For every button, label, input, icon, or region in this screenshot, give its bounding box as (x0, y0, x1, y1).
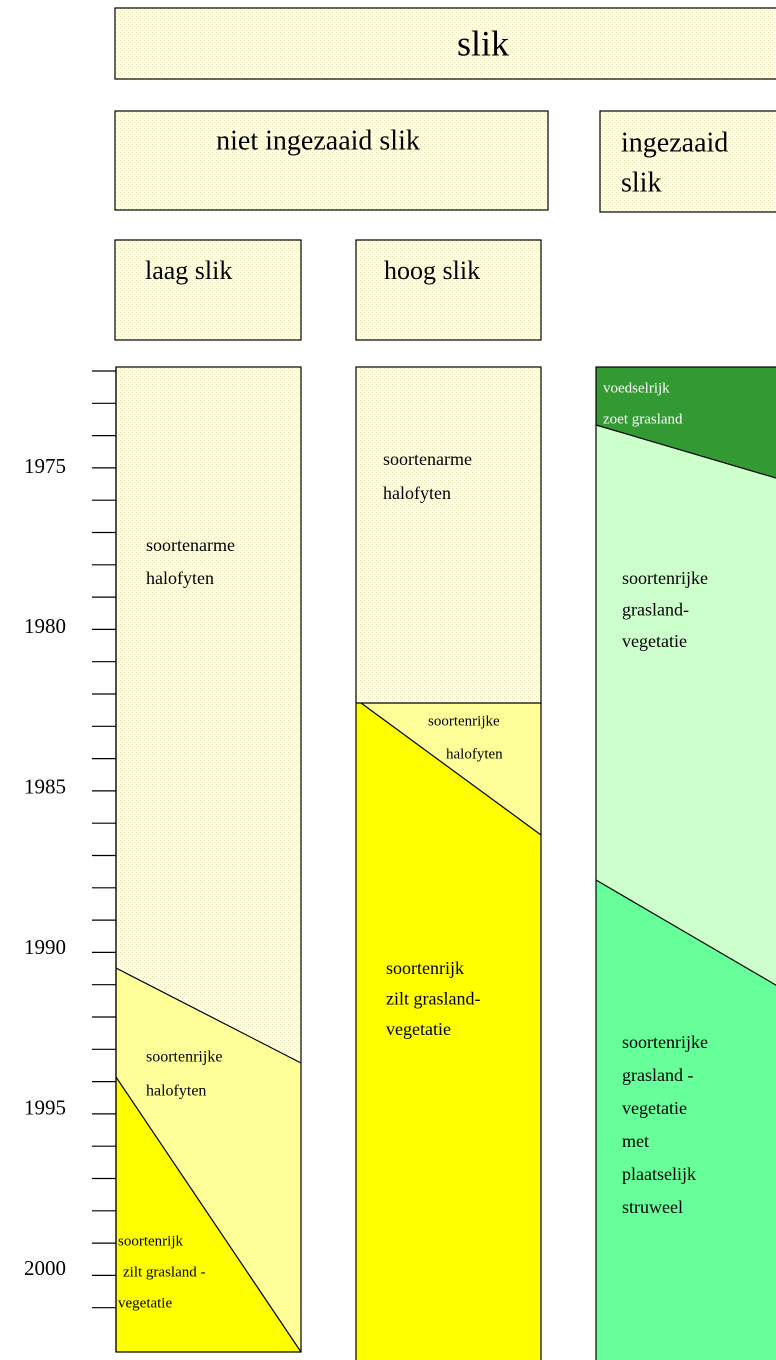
year-label: 1990 (24, 935, 66, 959)
boundary (595, 424, 776, 479)
year-label: 2000 (24, 1256, 66, 1280)
zone-label: zilt grasland- (386, 989, 480, 1009)
zone-label: vegetatie (386, 1019, 451, 1039)
title-box (114, 7, 776, 80)
zone-label: soortenrijke (622, 1032, 708, 1052)
zone-label: grasland- (622, 600, 689, 620)
group-label: slik (621, 167, 661, 198)
zone-label: vegetatie (118, 1295, 172, 1311)
zone-label: soortenrijk (386, 958, 464, 978)
zone-label: vegetatie (622, 1098, 687, 1118)
boundary (115, 1076, 302, 1353)
year-label: 1995 (24, 1095, 66, 1119)
zone (356, 703, 541, 1360)
boundary (595, 879, 776, 986)
zone-label: zoet grasland (603, 411, 683, 427)
zone-label: voedselrijk (603, 380, 670, 396)
zone-label: plaatselijk (622, 1164, 696, 1184)
group-box (599, 110, 776, 213)
zone-label: zilt grasland - (123, 1264, 205, 1280)
zone (596, 880, 776, 1360)
subgroup-label: laag slik (145, 256, 232, 285)
column-frame (355, 366, 542, 1360)
group-box (114, 110, 549, 211)
zone-label: struweel (622, 1197, 683, 1217)
boundary (360, 702, 542, 836)
labels: niet ingezaaid slik ingezaaid slik laag sli… (118, 125, 728, 1311)
zone-label: halofyten (383, 483, 451, 503)
year-label: 1980 (24, 614, 66, 638)
ticks: 1975 1980 1985 1990 1995 2000 (24, 370, 116, 1309)
year-label: 1985 (24, 775, 66, 799)
group-label: niet ingezaaid slik (216, 125, 420, 156)
zone-label: halofyten (146, 568, 214, 588)
group-label: ingezaaid (621, 127, 728, 158)
zone-label: soortenrijk (118, 1233, 183, 1249)
zone-label: soortenrijke (146, 1049, 222, 1066)
zone-label: vegetatie (622, 631, 687, 651)
column-frame (595, 366, 776, 1360)
subgroup-label: hoog slik (384, 256, 480, 285)
zone-label: halofyten (446, 746, 503, 762)
subgroup-box (114, 239, 302, 341)
year-label: 1975 (24, 454, 66, 478)
zone-label: soortenarme (146, 535, 235, 555)
subgroup-box (355, 239, 542, 341)
zone-label: soortenrijke (428, 713, 500, 729)
zone-label: grasland - (622, 1065, 693, 1085)
zone-label: met (622, 1131, 649, 1151)
zone-label: halofyten (146, 1083, 206, 1100)
zone-label: soortenrijke (622, 568, 708, 588)
zone-label: soortenarme (383, 449, 472, 469)
boundary (115, 967, 302, 1064)
title: slik (457, 23, 509, 63)
